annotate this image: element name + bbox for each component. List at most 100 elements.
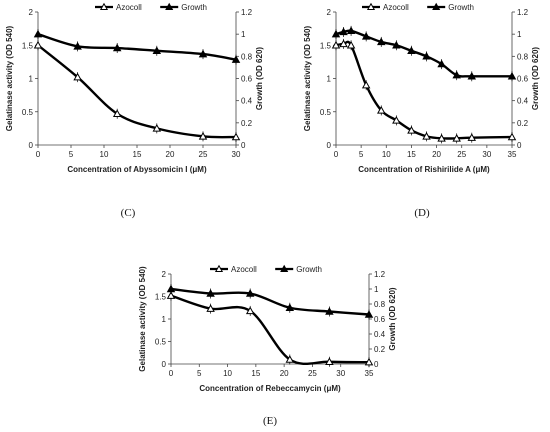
legend-azocoll-marker — [214, 264, 224, 273]
azocoll-data-point — [361, 80, 371, 89]
x-tick-label: 15 — [251, 369, 260, 378]
x-tick-label: 20 — [432, 150, 441, 159]
azocoll-data-point — [325, 357, 334, 365]
legend-azocoll-label: Azocoll — [116, 3, 142, 12]
right-tick-label: 1 — [241, 30, 246, 39]
azocoll-data-point — [392, 115, 401, 124]
legend-growth-marker — [280, 264, 289, 273]
right-tick-label: 0.2 — [517, 119, 529, 128]
left-axis-title: Gelatinase activity (OD 540) — [303, 25, 312, 131]
azocoll-data-point — [73, 72, 82, 81]
x-tick-label: 20 — [280, 369, 289, 378]
right-tick-label: 0.8 — [241, 52, 253, 61]
left-tick-label: 0.5 — [320, 108, 332, 117]
legend-azocoll-label: Azocoll — [383, 3, 409, 12]
azocoll-data-point — [198, 131, 208, 140]
azocoll-data-point — [377, 105, 386, 114]
x-axis-title: Concentration of Rebeccamycin (μM) — [199, 384, 341, 393]
azocoll-data-point — [166, 291, 176, 299]
x-tick-label: 10 — [382, 150, 391, 159]
growth-series-line — [335, 29, 513, 78]
legend-growth-marker — [432, 2, 441, 11]
x-tick-label: 25 — [199, 150, 208, 159]
left-tick-label: 0 — [162, 360, 167, 369]
right-tick-label: 1.2 — [374, 270, 386, 279]
growth-data-point — [407, 46, 416, 55]
right-tick-label: 0.6 — [517, 75, 529, 84]
legend-azocoll-marker — [366, 2, 376, 11]
growth-data-point — [231, 55, 241, 63]
x-tick-label: 25 — [457, 150, 466, 159]
growth-data-point — [112, 43, 122, 52]
x-tick-label: 0 — [36, 150, 41, 159]
growth-data-point — [206, 289, 215, 297]
right-tick-label: 1 — [374, 285, 379, 294]
azocoll-data-point — [339, 39, 348, 48]
growth-data-point — [467, 71, 477, 80]
azocoll-data-point — [437, 133, 446, 142]
right-tick-label: 0.2 — [241, 119, 253, 128]
x-tick-label: 35 — [365, 369, 374, 378]
left-axis-title: Gelatinase activity (OD 540) — [5, 25, 14, 131]
growth-data-point — [339, 27, 348, 36]
left-tick-label: 1 — [327, 75, 332, 84]
growth-data-point — [346, 26, 356, 35]
right-axis-title: Growth (OD 620) — [255, 47, 264, 110]
x-tick-label: 30 — [232, 150, 241, 159]
x-tick-label: 0 — [334, 150, 339, 159]
legend-growth-label: Growth — [448, 3, 474, 12]
azocoll-data-point — [407, 125, 416, 134]
azocoll-data-point — [33, 40, 43, 49]
growth-data-point — [361, 31, 371, 40]
right-tick-label: 0 — [517, 141, 522, 150]
right-tick-label: 0.4 — [517, 97, 529, 106]
panel-label: (E) — [263, 415, 277, 427]
azocoll-data-point — [422, 131, 431, 140]
azocoll-data-point — [206, 304, 215, 312]
right-tick-label: 0.2 — [374, 345, 386, 354]
azocoll-data-point — [331, 40, 341, 49]
azocoll-data-point — [285, 355, 295, 363]
growth-data-point — [452, 70, 461, 79]
right-tick-label: 0.6 — [374, 315, 386, 324]
right-tick-label: 0.4 — [374, 330, 386, 339]
growth-data-point — [437, 59, 446, 68]
left-tick-label: 0.5 — [22, 108, 34, 117]
left-tick-label: 1 — [162, 315, 167, 324]
growth-series-line — [37, 33, 237, 61]
right-tick-label: 0.8 — [517, 52, 529, 61]
azocoll-data-point — [346, 40, 356, 49]
left-tick-label: 1 — [29, 75, 34, 84]
right-tick-label: 0.6 — [241, 75, 253, 84]
azocoll-data-point — [452, 133, 461, 142]
growth-data-point — [364, 310, 374, 318]
x-tick-label: 5 — [359, 150, 364, 159]
legend-azocoll-marker — [99, 2, 109, 11]
azocoll-data-point — [112, 109, 122, 117]
azocoll-data-point — [231, 132, 241, 141]
left-tick-label: 1.5 — [155, 293, 167, 302]
growth-data-point — [331, 29, 341, 38]
left-tick-label: 2 — [29, 8, 34, 17]
legend-growth-marker — [165, 2, 174, 11]
right-tick-label: 1.2 — [241, 8, 253, 17]
right-axis-title: Growth (OD 620) — [388, 287, 397, 350]
x-tick-label: 15 — [133, 150, 142, 159]
x-tick-label: 30 — [482, 150, 491, 159]
growth-data-point — [392, 40, 401, 49]
azocoll-data-point — [507, 132, 517, 141]
growth-data-point — [166, 284, 176, 293]
growth-data-point — [152, 46, 162, 55]
legend-growth-label: Growth — [181, 3, 207, 12]
azocoll-series-line — [170, 294, 370, 366]
left-tick-label: 2 — [327, 8, 332, 17]
growth-data-point — [507, 71, 517, 80]
legend-growth-label: Growth — [296, 265, 322, 274]
growth-data-point — [73, 41, 82, 50]
right-tick-label: 0.8 — [374, 300, 386, 309]
panel-label: (C) — [121, 207, 136, 219]
